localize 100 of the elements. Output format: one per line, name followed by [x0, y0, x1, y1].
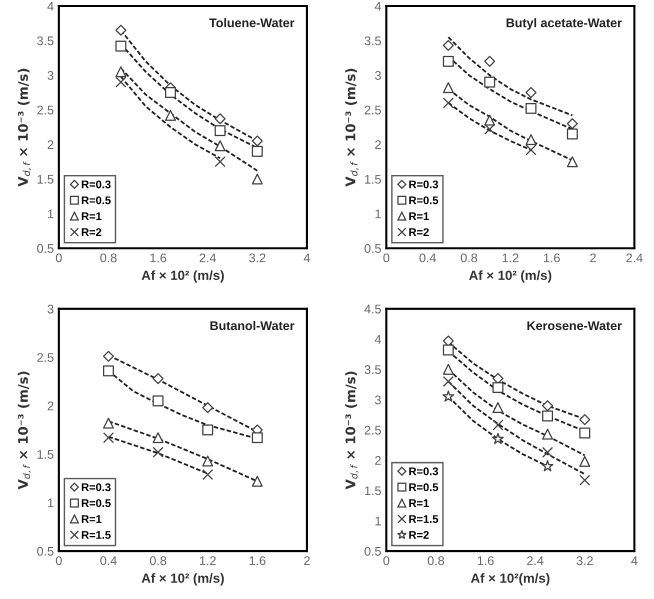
x-tick-label: 0: [56, 556, 62, 566]
point: [525, 86, 537, 98]
legend-label: R=1: [82, 515, 102, 523]
y-tick-label: 2: [48, 140, 54, 149]
x-tick-label: 1.6: [478, 556, 494, 566]
y-tick-label: 1.5: [365, 174, 381, 184]
x-axis-title: Af × 10² (m/s): [142, 573, 224, 586]
y-tick-label: 1.5: [38, 450, 54, 459]
y-tick-label: 3: [48, 304, 54, 314]
point: [214, 156, 226, 168]
legend-label: R=0.3: [82, 180, 111, 188]
y-tick-label: 3.5: [364, 36, 381, 46]
point: [526, 134, 537, 146]
legend-label: R=0.3: [409, 467, 438, 476]
point: [542, 400, 554, 412]
y-axis-title: V$_{d,f}$ × 10⁻³ (m/s): [18, 68, 31, 187]
point: [252, 146, 263, 157]
y-tick-label: 1: [375, 210, 381, 218]
point: [542, 410, 554, 422]
legend-label: R=0.3: [82, 483, 111, 492]
point: [202, 469, 214, 480]
x-axis-title: Af × 10² (m/s): [469, 270, 552, 283]
y-tick-label: 4.5: [364, 304, 381, 314]
y-tick-label: 3.5: [37, 36, 54, 46]
x-tick-label: 4: [631, 556, 638, 565]
x-tick-label: 0.8: [460, 253, 478, 262]
point: [566, 128, 578, 140]
point: [202, 424, 214, 436]
text: Toluene-Water: [209, 18, 294, 28]
point: [202, 455, 214, 466]
y-tick-label: 2: [375, 140, 381, 149]
y-axis-title: V$_{d,f}$ × 10⁻³ (m/s): [345, 68, 358, 187]
point: [442, 344, 454, 356]
x-tick-label: 1.2: [200, 556, 216, 565]
point: [484, 56, 496, 67]
legend-label: R=1: [82, 212, 102, 220]
y-tick-label: 3: [48, 71, 54, 80]
y-tick-label: 0.5: [364, 546, 381, 556]
point: [542, 460, 554, 472]
legend-label: R=0.5: [409, 483, 438, 492]
legend-label: R=2: [409, 228, 429, 236]
legend-label: R=0.5: [82, 196, 111, 204]
x-tick-label: 1.6: [250, 556, 266, 566]
point: [252, 174, 263, 185]
point: [102, 418, 114, 429]
y-tick-label: 4: [374, 335, 382, 344]
point: [566, 156, 578, 168]
y-tick-label: 0.5: [364, 244, 381, 253]
y-tick-label: 2: [48, 402, 54, 410]
y-tick-label: 1.5: [365, 486, 381, 496]
y-tick-label: 2.5: [37, 353, 54, 362]
point: [492, 382, 504, 394]
legend-label: R=2: [409, 531, 429, 539]
x-tick-label: 1.2: [502, 253, 518, 262]
y-tick-label: 3: [374, 395, 381, 404]
y-tick-label: 3: [374, 71, 381, 80]
point: [492, 420, 504, 431]
point: [115, 40, 126, 52]
y-tick-label: 2.5: [364, 426, 381, 435]
line-series: [447, 36, 574, 116]
point: [442, 40, 454, 51]
point: [214, 140, 226, 152]
y-axis-title: V$_{d,f}$ × 10⁻³ (m/s): [18, 372, 31, 490]
point: [579, 414, 590, 426]
y-tick-label: 0.5: [37, 244, 54, 253]
y-tick-label: 2.5: [364, 106, 381, 114]
x-tick-label: 0: [383, 556, 390, 566]
x-tick-label: 1.6: [150, 253, 166, 262]
legend-label: R=1.5: [82, 531, 111, 539]
x-tick-label: 2.4: [200, 253, 216, 262]
legend-label: R=0.5: [82, 499, 111, 508]
point: [484, 124, 496, 135]
point: [102, 432, 114, 444]
point: [579, 474, 590, 486]
point: [152, 395, 164, 406]
y-tick-label: 1.5: [38, 174, 54, 184]
point: [566, 118, 578, 130]
y-tick-label: 4: [47, 2, 54, 11]
point: [165, 87, 176, 98]
y-tick-label: 3.5: [364, 365, 381, 374]
point: [442, 56, 454, 67]
x-tick-label: 3.2: [576, 556, 593, 566]
point: [152, 432, 164, 444]
y-tick-label: 2.5: [37, 106, 54, 114]
x-tick-label: 2: [304, 556, 310, 565]
x-tick-label: 2.4: [626, 253, 643, 262]
point: [442, 97, 454, 108]
point: [115, 66, 126, 78]
y-tick-label: 2: [375, 456, 381, 465]
point: [526, 144, 537, 156]
point: [442, 82, 454, 94]
x-tick-label: 0: [383, 253, 390, 262]
point: [102, 365, 114, 376]
point: [442, 376, 454, 387]
point: [542, 446, 554, 458]
text: Butyl acetate-Water: [506, 18, 622, 30]
point: [214, 113, 226, 124]
point: [526, 102, 537, 114]
x-tick-label: 0.4: [419, 253, 436, 262]
point: [542, 428, 554, 440]
